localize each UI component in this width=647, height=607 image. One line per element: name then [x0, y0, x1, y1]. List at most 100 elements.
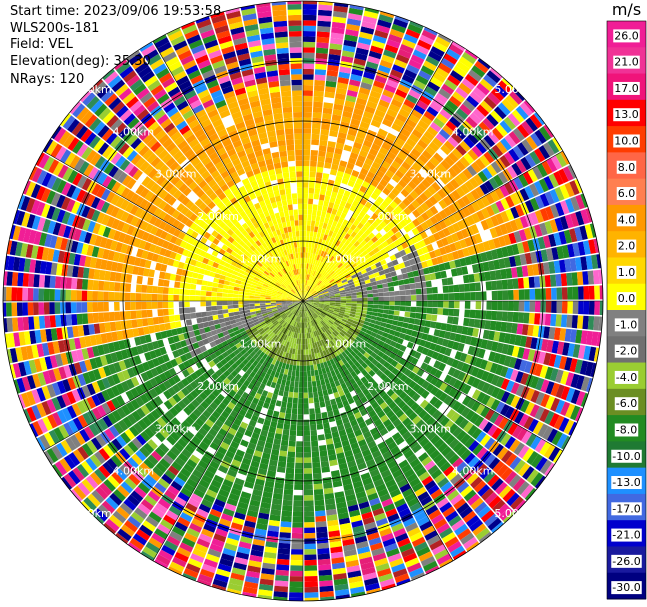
velocity-gate [455, 230, 464, 241]
velocity-gate [278, 542, 291, 550]
velocity-gate [361, 180, 370, 189]
velocity-gate [307, 274, 310, 281]
velocity-gate [388, 33, 403, 44]
velocity-gate [354, 136, 365, 145]
velocity-gate [370, 179, 379, 188]
velocity-gate [349, 313, 356, 318]
velocity-gate [437, 477, 450, 489]
velocity-gate [455, 61, 470, 73]
velocity-gate [333, 391, 340, 399]
velocity-gate [103, 302, 109, 312]
velocity-gate [364, 157, 374, 166]
velocity-gate [566, 314, 573, 328]
velocity-gate [312, 293, 318, 297]
velocity-gate [357, 365, 365, 372]
velocity-gate [432, 293, 438, 301]
velocity-gate [312, 106, 323, 113]
velocity-gate [330, 125, 340, 132]
velocity-gate [341, 278, 348, 284]
velocity-gate [334, 379, 341, 387]
velocity-gate [310, 150, 318, 156]
velocity-gate [300, 317, 303, 323]
velocity-gate [416, 386, 426, 396]
velocity-gate [488, 177, 499, 190]
velocity-gate [350, 224, 357, 231]
velocity-gate [323, 487, 334, 495]
velocity-gate [399, 290, 406, 296]
velocity-gate [54, 289, 61, 301]
velocity-gate [323, 344, 328, 351]
velocity-gate [366, 384, 375, 393]
velocity-gate [500, 321, 508, 332]
velocity-gate [325, 330, 331, 336]
velocity-gate [381, 263, 389, 270]
velocity-gate [387, 372, 396, 380]
velocity-gate [373, 418, 383, 427]
velocity-gate [424, 341, 432, 349]
velocity-gate [368, 335, 376, 342]
velocity-gate [350, 419, 358, 427]
velocity-gate [444, 347, 452, 357]
velocity-gate [450, 545, 465, 558]
velocity-gate [406, 473, 418, 483]
velocity-gate [310, 258, 314, 265]
velocity-gate [173, 288, 180, 295]
velocity-gate [452, 426, 463, 438]
velocity-gate [337, 283, 344, 288]
velocity-gate [365, 329, 373, 335]
velocity-gate [315, 347, 320, 354]
velocity-gate [329, 459, 338, 467]
velocity-gate [439, 382, 448, 392]
velocity-gate [339, 264, 345, 271]
velocity-gate [544, 191, 555, 205]
velocity-gate [355, 285, 361, 290]
velocity-gate [320, 345, 325, 352]
velocity-gate [437, 33, 452, 43]
velocity-gate [314, 311, 320, 317]
velocity-gate [360, 472, 371, 481]
velocity-gate [471, 428, 483, 440]
velocity-gate [364, 201, 373, 209]
velocity-gate [205, 301, 212, 307]
velocity-gate [402, 273, 409, 280]
velocity-gate [303, 279, 306, 285]
velocity-gate [318, 306, 324, 309]
velocity-gate [491, 290, 498, 300]
velocity-gate [358, 501, 370, 510]
velocity-gate [354, 387, 362, 395]
velocity-gate [346, 298, 352, 301]
velocity-gate [262, 562, 276, 570]
velocity-gate [496, 311, 503, 321]
velocity-gate [313, 301, 320, 303]
velocity-gate [311, 264, 315, 271]
velocity-gate [440, 270, 447, 279]
velocity-gate [313, 297, 319, 300]
velocity-gate [541, 339, 549, 352]
velocity-gate [397, 132, 408, 142]
velocity-gate [308, 263, 311, 270]
velocity-gate [505, 393, 516, 406]
velocity-gate [346, 276, 353, 281]
velocity-gate [495, 503, 510, 517]
velocity-gate [287, 397, 293, 403]
velocity-gate [525, 388, 535, 401]
velocity-gate [362, 345, 369, 352]
velocity-gate [344, 449, 354, 458]
velocity-gate [582, 271, 589, 285]
velocity-gate [337, 341, 343, 347]
velocity-gate [334, 2, 349, 8]
velocity-gate [367, 307, 373, 312]
velocity-gate [554, 217, 564, 232]
velocity-gate [303, 74, 314, 80]
velocity-gate [407, 271, 414, 278]
velocity-gate [580, 256, 588, 271]
velocity-gate [308, 332, 311, 339]
velocity-gate [343, 271, 350, 277]
velocity-gate [503, 333, 511, 344]
velocity-gate [258, 512, 270, 520]
velocity-gate [561, 435, 571, 450]
velocity-gate [292, 516, 303, 523]
velocity-gate [453, 284, 460, 293]
velocity-gate [318, 221, 324, 228]
velocity-gate [378, 358, 386, 366]
